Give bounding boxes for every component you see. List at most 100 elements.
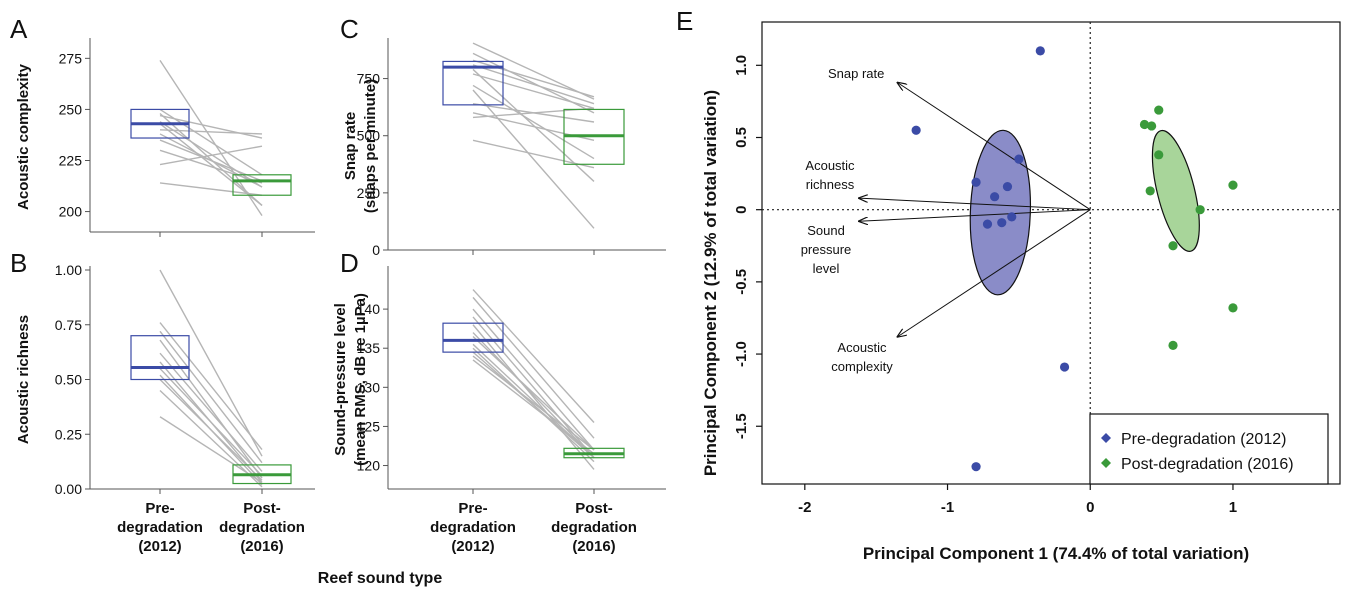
paired-line [159, 123, 263, 206]
y-axis-title: Principal Component 2 (12.9% of total va… [701, 90, 720, 476]
x-tick-label: -2 [798, 499, 811, 516]
box [442, 322, 504, 353]
paired-line [159, 139, 263, 182]
y-tick-label: 125 [357, 418, 381, 434]
y-tick-label: 500 [357, 128, 381, 144]
y-tick-label: 0.25 [55, 426, 82, 442]
legend-label: Post-degradation (2016) [1121, 456, 1294, 473]
panel-label-d: D [340, 248, 359, 278]
legend: Pre-degradation (2012) Post-degradation (… [1089, 413, 1329, 485]
paired-line [472, 343, 595, 459]
x-category-label: Post-degradation (2016) [551, 500, 637, 555]
data-point [990, 192, 1000, 202]
legend-marker [1101, 433, 1111, 443]
y-tick-label: 0 [733, 206, 750, 214]
y-tick-label: -1.0 [733, 341, 750, 367]
data-point [997, 218, 1007, 228]
x-axis-title: Reef sound type [318, 570, 443, 587]
y-tick-label: 225 [59, 152, 83, 168]
data-point [1147, 121, 1157, 131]
y-tick-label: 135 [357, 340, 381, 356]
data-point [1195, 205, 1205, 215]
x-tick-label: 0 [1086, 499, 1094, 516]
panel-label-a: A [10, 14, 28, 44]
y-tick-label: 250 [357, 185, 381, 201]
y-tick-label: 750 [357, 71, 381, 87]
data-point [1154, 150, 1164, 160]
paired-line [472, 64, 595, 105]
y-tick-label: 140 [357, 301, 381, 317]
x-tick-label: 1 [1229, 499, 1237, 516]
y-axis-title: Sound-pressure level (mean RMS, dB re 1µP… [332, 293, 369, 466]
paired-line [159, 108, 263, 176]
loading-vector-arrow [859, 198, 1091, 211]
paired-line [159, 368, 263, 477]
y-tick-label: 200 [59, 204, 83, 220]
paired-line [472, 355, 595, 451]
paired-line [159, 145, 263, 166]
panel-e: E -2 -1 0 1 1.0 0.5 0 -0.5 -1.0 -1.5 Principal Comp… [676, 6, 1341, 563]
paired-line [472, 89, 595, 229]
y-tick-label: 130 [357, 379, 381, 395]
confidence-ellipse [969, 129, 1032, 296]
y-tick-label: 250 [59, 101, 83, 117]
y-tick-label: 1.00 [55, 262, 82, 278]
loading-vector-label: Acoustic complexity [831, 340, 893, 374]
paired-line [159, 149, 263, 184]
panel-label-e: E [676, 6, 693, 36]
paired-line [472, 324, 595, 470]
plot-frame [761, 21, 1341, 485]
legend-label: Pre-degradation (2012) [1121, 431, 1286, 448]
y-tick-label: 0.75 [55, 317, 82, 333]
loading-vector-arrow [898, 83, 1091, 211]
data-point [1007, 212, 1017, 222]
data-point [1154, 105, 1164, 115]
y-tick-label: -0.5 [733, 269, 750, 295]
data-point [1035, 46, 1045, 56]
x-category-label: Pre-degradation (2012) [117, 500, 203, 555]
paired-line [159, 330, 263, 464]
data-point [1139, 119, 1150, 130]
paired-line [472, 296, 595, 439]
panel-label-b: B [10, 248, 27, 278]
box [130, 335, 190, 381]
paired-line [472, 289, 595, 423]
y-axis-title: Snap rate (snaps per minute) [342, 79, 379, 213]
panel-b: B 0.00 0.25 0.50 0.75 1.00 Acoustic richness [10, 248, 315, 497]
loading-vector-label: Sound pressure level [801, 223, 852, 276]
y-tick-label: 275 [59, 50, 83, 66]
panel-label-c: C [340, 14, 359, 44]
paired-line [159, 129, 263, 135]
paired-line [472, 332, 595, 459]
data-point [1228, 303, 1238, 313]
confidence-ellipse [1151, 129, 1200, 252]
data-point [1228, 180, 1238, 190]
paired-line [472, 52, 595, 114]
paired-line [159, 322, 263, 451]
loading-vector-label: Snap rate [828, 66, 884, 81]
y-axis-title: Acoustic richness [15, 315, 32, 444]
x-category-label: Post-degradation (2016) [219, 500, 305, 555]
box [232, 174, 292, 196]
paired-line [159, 269, 263, 457]
loading-vector-label: Acoustic richness [805, 158, 855, 192]
paired-line [472, 351, 595, 459]
y-tick-label: 1.0 [733, 55, 750, 76]
loading-vector-arrow [859, 209, 1091, 222]
paired-line [159, 339, 263, 479]
paired-line [159, 182, 263, 196]
paired-line [159, 112, 263, 206]
data-point [1168, 241, 1178, 251]
paired-line [159, 114, 263, 139]
paired-line [472, 359, 595, 455]
data-point [911, 125, 921, 135]
y-tick-label: 120 [357, 458, 381, 474]
x-tick-label: -1 [941, 499, 954, 516]
paired-line [159, 121, 263, 188]
panel-a: A 200 225 250 275 Acoustic complexity [10, 14, 315, 237]
y-tick-label: -1.5 [733, 413, 750, 439]
legend-marker [1101, 458, 1111, 468]
